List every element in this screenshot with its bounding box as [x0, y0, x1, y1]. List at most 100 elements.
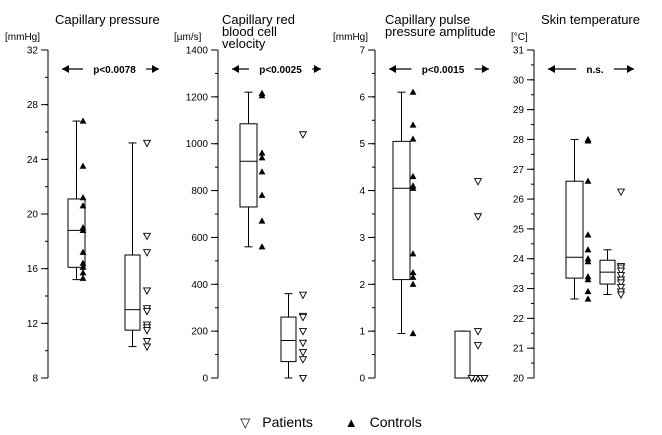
y-tick-label: 600 [191, 233, 208, 244]
patient-point [298, 356, 308, 364]
y-tick-label: 20 [27, 210, 39, 221]
open-triangle-down-icon: ▽ [240, 415, 251, 430]
arrow-head-left [548, 65, 555, 73]
patient-point [480, 374, 489, 383]
control-point [258, 217, 266, 224]
control-point [409, 88, 417, 95]
control-point [584, 295, 592, 302]
panel-title: Capillary pressure [55, 12, 160, 27]
control-point [409, 184, 417, 191]
control-point [79, 202, 87, 209]
patient-point [298, 314, 308, 322]
control-point [409, 268, 417, 276]
y-tick-label: 400 [191, 280, 208, 291]
y-tick-label: 26 [513, 195, 525, 206]
y-tick-label: 24 [513, 254, 525, 265]
panel-1: Capillary pressure [mmHg] 8 12 16 20 24 28 32 p<0… [5, 12, 160, 385]
y-tick-label: 21 [513, 344, 525, 355]
y-tick-label: 8 [32, 374, 38, 385]
legend-label-controls: Controls [369, 414, 422, 430]
significance-label: n.s. [586, 65, 603, 76]
box-patients [124, 142, 141, 348]
control-point [409, 172, 417, 180]
patient-point [298, 328, 308, 336]
patient-point [473, 328, 483, 336]
title-line: Capillary pressure [55, 12, 160, 27]
arrow-head-right [627, 65, 634, 73]
patient-point [142, 343, 152, 352]
y-tick-label: 29 [513, 105, 525, 116]
y-tick-label: 7 [359, 46, 365, 57]
y-tick-label: 1000 [186, 139, 209, 150]
panel-3: Capillary pulse pressure amplitude [mmHg] 0… [333, 12, 496, 385]
legend-label-patients: Patients [262, 414, 313, 430]
box-controls [67, 120, 86, 281]
box-iqr [280, 316, 297, 363]
box-controls [565, 138, 584, 300]
box-patients [280, 293, 297, 379]
box-patients [454, 330, 471, 379]
points-patients [298, 131, 308, 383]
panel-title: Skin temperature [541, 12, 640, 27]
legend-item-controls: ▲ Controls [345, 414, 422, 430]
y-tick-label: 1 [359, 327, 365, 338]
patient-point [142, 338, 152, 346]
control-point [409, 280, 417, 287]
y-tick-label: 23 [513, 284, 525, 295]
control-point [79, 162, 87, 169]
patient-point [473, 342, 483, 350]
patient-point [473, 178, 483, 186]
patient-point [616, 272, 626, 280]
title-line: Capillary pulse [385, 12, 470, 27]
y-tick-label: 31 [513, 46, 525, 57]
y-axis-unit: [mmHg] [333, 32, 368, 43]
y-tick-label: 24 [27, 155, 39, 166]
patient-point [467, 374, 476, 383]
filled-triangle-up-icon: ▲ [344, 415, 358, 430]
box-iqr [239, 123, 258, 208]
control-point [584, 276, 592, 283]
box-controls [392, 91, 411, 334]
control-point [258, 154, 266, 161]
legend-item-patients: ▽ Patients [240, 414, 313, 431]
patient-point [473, 213, 483, 221]
arrow-head-left [62, 65, 69, 73]
y-tick-label: 20 [513, 374, 525, 385]
box-iqr [67, 198, 86, 268]
control-point [79, 263, 87, 270]
title-line: blood cell [222, 24, 277, 39]
y-tick-label: 25 [513, 224, 525, 235]
patient-point [142, 232, 152, 241]
y-tick-label: 30 [513, 75, 525, 86]
patient-point [142, 287, 152, 296]
y-tick-label: 800 [191, 186, 208, 197]
patient-point [616, 188, 626, 197]
arrow-head-right [482, 65, 489, 73]
control-point [79, 274, 87, 281]
patient-point [298, 339, 308, 348]
control-point [584, 177, 592, 184]
patient-point [298, 131, 308, 139]
y-tick-label: 0 [359, 374, 365, 385]
panel-title: Capillary pulse pressure amplitude [385, 12, 496, 39]
arrow-head-left [232, 65, 239, 73]
control-point [258, 168, 266, 175]
control-point [258, 243, 266, 250]
y-tick-label: 0 [202, 374, 208, 385]
patient-point [142, 139, 152, 148]
control-point [584, 258, 592, 265]
y-axis-unit: [°C] [511, 32, 528, 43]
title-line: Skin temperature [541, 12, 640, 27]
points-controls [79, 117, 87, 281]
patient-point [298, 349, 308, 357]
control-point [409, 250, 417, 257]
points-patients [616, 188, 626, 300]
patient-point [298, 291, 308, 300]
control-point [258, 191, 266, 198]
patient-point [298, 374, 308, 383]
box-patients [599, 249, 616, 296]
control-point [409, 135, 417, 142]
points-controls [584, 135, 592, 302]
y-tick-label: 27 [513, 165, 525, 176]
title-line: Capillary red [222, 12, 295, 27]
